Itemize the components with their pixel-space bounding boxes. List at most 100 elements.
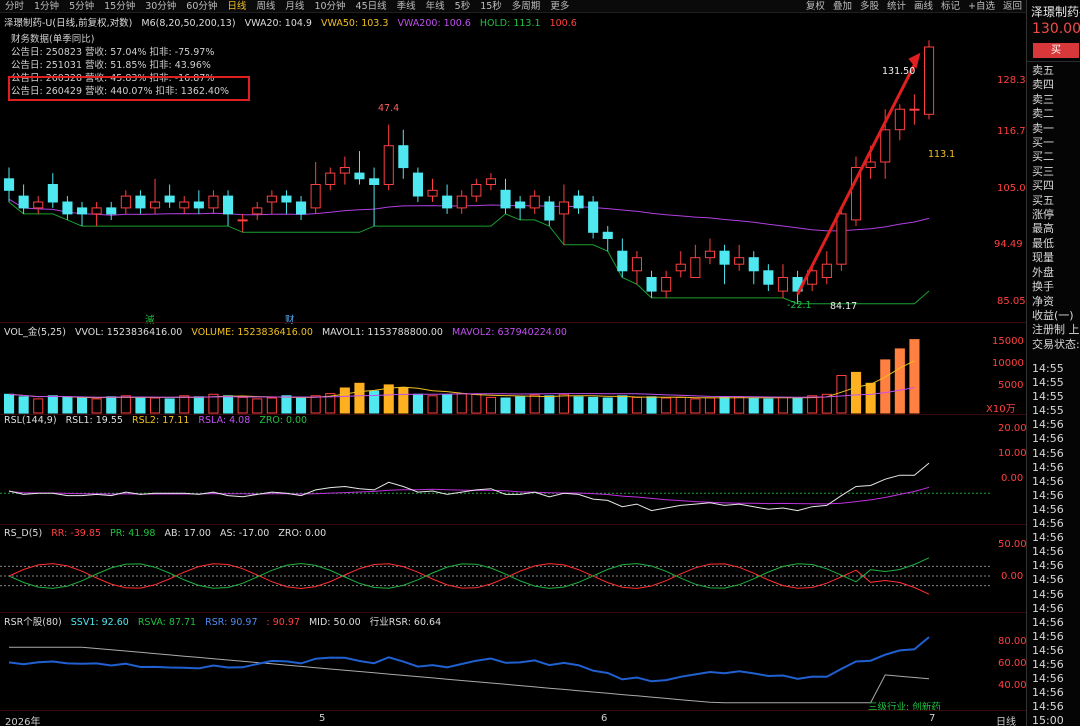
rsr-chart [8, 636, 930, 704]
buy-button[interactable]: 买 [1033, 43, 1079, 58]
candle-body [33, 201, 44, 209]
rr-line [8, 563, 930, 595]
tick-time: 14:56 [1032, 432, 1064, 446]
tick-time: 14:56 [1032, 446, 1064, 460]
tick-time: 14:56 [1032, 672, 1064, 686]
financial-data-box: 财务数据(单季同比) 公告日: 250823 营收: 57.04% 扣非: -7… [11, 33, 229, 98]
volume-bar [120, 395, 131, 414]
candle-body [704, 250, 716, 259]
industry-label: 三级行业: 创新药 [868, 702, 941, 713]
period-tab[interactable]: 日线 [227, 1, 247, 12]
volume-bar [573, 396, 584, 414]
volume-bar [18, 396, 29, 414]
industry-rsr-line [9, 646, 930, 704]
candle-body [193, 201, 204, 209]
candle-body [325, 172, 336, 186]
candle-body [777, 277, 789, 292]
tick-time: 14:56 [1032, 474, 1064, 488]
rsd-chart [0, 557, 990, 595]
rsl-chart [0, 462, 990, 512]
tool-button[interactable]: 多股 [859, 1, 879, 12]
rsr-value: RSR: 90.97 [205, 617, 258, 628]
candle-body [398, 145, 409, 169]
tool-button[interactable]: 统计 [886, 1, 906, 12]
candle-body [77, 207, 88, 215]
volume-bar [427, 395, 438, 414]
mavol1-value: MAVOL1: 1153788800.00 [321, 327, 443, 338]
industry-rsr-value: 行业RSR: 60.64 [369, 617, 442, 628]
period-tab[interactable]: 30分钟 [145, 1, 177, 12]
candle-body [354, 172, 365, 180]
candle-body [558, 201, 570, 215]
period-tab[interactable]: 多周期 [511, 1, 541, 12]
period-tab[interactable]: 5分钟 [69, 1, 95, 12]
candle-body [851, 167, 862, 221]
ma-label: M6(8,20,50,200,13) [141, 18, 236, 29]
volume-bar [62, 396, 73, 414]
volume-bar [164, 398, 175, 414]
tool-button[interactable]: 画线 [913, 1, 933, 12]
rsl1-value: RSL1: 19.55 [65, 415, 123, 426]
candle-body [719, 250, 730, 265]
trend-arrow [796, 60, 918, 296]
last-price: 130.00 [1032, 21, 1080, 37]
volume-bar [558, 393, 570, 414]
period-tab[interactable]: 1分钟 [34, 1, 60, 12]
stat-row: 净资 [1032, 294, 1054, 308]
mid-value: MID: 50.00 [308, 617, 361, 628]
volume-bar [208, 393, 219, 414]
date-label: 7 [929, 713, 936, 724]
volume-bar [544, 395, 555, 414]
volume-bar [865, 382, 876, 414]
candle-body [748, 257, 759, 272]
tick-time: 14:56 [1032, 587, 1064, 601]
period-tab[interactable]: 周线 [256, 1, 276, 12]
tool-button[interactable]: +自选 [968, 1, 995, 12]
period-tab[interactable]: 分时 [5, 1, 25, 12]
rsl-scale: 20.00 [998, 423, 1027, 434]
volume-bar [135, 396, 146, 414]
volume-bar [646, 396, 657, 414]
stat-row: 最低 [1032, 236, 1054, 250]
candle-body [515, 201, 526, 209]
period-tab[interactable]: 45日线 [355, 1, 387, 12]
period-tab[interactable]: 15秒 [480, 1, 502, 12]
period-tab[interactable]: 10分钟 [314, 1, 346, 12]
tool-button[interactable]: 标记 [941, 1, 961, 12]
volume-bar [529, 394, 540, 414]
vol-panel-header: VOL_金(5,25) VVOL: 1523836416.00 VOLUME: … [4, 324, 573, 338]
pr-value: PR: 41.98 [109, 528, 156, 539]
period-tab[interactable]: 季线 [396, 1, 416, 12]
period-tab[interactable]: 更多 [550, 1, 570, 12]
period-tab[interactable]: 年线 [425, 1, 445, 12]
volume-bar [383, 384, 394, 414]
volume-bar [821, 393, 832, 414]
period-tab[interactable]: 60分钟 [186, 1, 218, 12]
volume-chart [4, 339, 920, 414]
book-row: 卖一 [1032, 121, 1054, 135]
candle-body [529, 195, 540, 209]
volume-bar [719, 396, 730, 414]
fin-title: 财务数据(单季同比) [11, 34, 95, 45]
book-row: 卖三 [1032, 92, 1054, 106]
stock-name: 泽璟制药-U [1031, 5, 1080, 19]
rsd-scale: 0.00 [1001, 571, 1024, 582]
candle-body [383, 145, 394, 185]
tick-time: 14:56 [1032, 460, 1064, 474]
candle-body [208, 195, 219, 209]
period-tab[interactable]: 15分钟 [104, 1, 136, 12]
peak-annotation: 47.4 [378, 103, 400, 114]
candle-body [602, 231, 613, 240]
period-tab[interactable]: 月线 [285, 1, 305, 12]
tool-button[interactable]: 叠加 [832, 1, 852, 12]
volume-bar [296, 396, 307, 414]
tick-time: 14:55 [1032, 390, 1064, 404]
candle-body [865, 161, 876, 168]
rsr-scale: 40.00 [998, 680, 1027, 691]
tool-button[interactable]: 复权 [805, 1, 825, 12]
tool-button[interactable]: 返回 [1002, 1, 1022, 12]
candle-body [281, 195, 292, 203]
stat-row: 最高 [1032, 222, 1054, 236]
candle-body [18, 195, 29, 209]
period-tab[interactable]: 5秒 [454, 1, 471, 12]
